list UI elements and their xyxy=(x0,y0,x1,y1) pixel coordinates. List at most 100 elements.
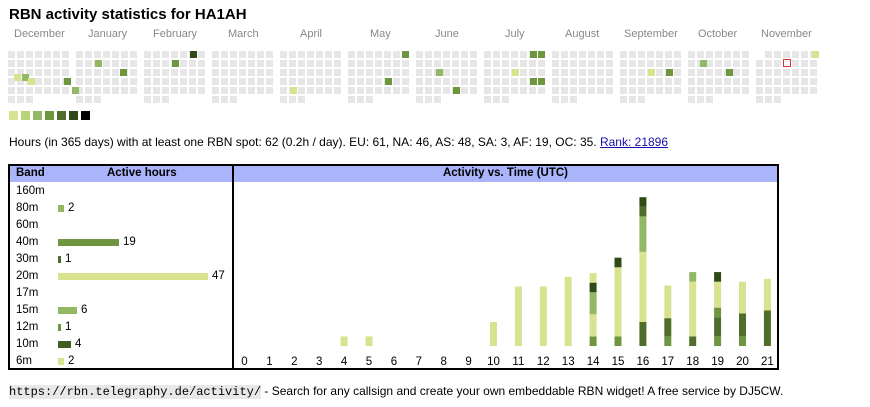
heatmap-day xyxy=(221,51,228,58)
heatmap-day xyxy=(620,51,627,58)
heatmap-day xyxy=(502,87,509,94)
legend-swatch xyxy=(69,111,78,120)
hour-tick-label: 21 xyxy=(761,356,774,368)
heatmap-day xyxy=(792,69,799,76)
heatmap-day xyxy=(248,60,255,67)
heatmap-day xyxy=(8,60,15,67)
heatmap-day xyxy=(198,60,205,67)
heatmap-day xyxy=(597,78,604,85)
heatmap-day xyxy=(443,78,450,85)
heatmap-day xyxy=(425,87,432,94)
heatmap-day xyxy=(357,96,364,103)
heatmap-day xyxy=(597,51,604,58)
legend-swatch xyxy=(81,111,90,120)
activity-bar-segment xyxy=(763,310,771,346)
heatmap-day xyxy=(180,69,187,76)
heatmap-day xyxy=(606,78,613,85)
footer-url[interactable]: https://rbn.telegraphy.de/activity/ xyxy=(9,385,262,399)
heatmap-day xyxy=(425,96,432,103)
heatmap-day xyxy=(289,69,296,76)
heatmap-day xyxy=(76,87,83,94)
heatmap-day xyxy=(393,60,400,67)
heatmap-day xyxy=(198,69,205,76)
band-name: 10m xyxy=(16,338,39,350)
heatmap-day-active xyxy=(72,87,79,94)
heatmap-day xyxy=(552,69,559,76)
rank-link[interactable]: Rank: 21896 xyxy=(599,135,669,149)
summary-text: Hours (in 365 days) with at least one RB… xyxy=(9,135,597,149)
legend-swatch xyxy=(57,111,66,120)
heatmap-day xyxy=(85,87,92,94)
activity-chart-svg: 01234567891011121314151617181920212223 xyxy=(241,197,774,368)
heatmap-day xyxy=(384,51,391,58)
heatmap-day xyxy=(774,51,781,58)
heatmap-day xyxy=(801,69,808,76)
legend-swatch xyxy=(9,111,18,120)
band-name: 80m xyxy=(16,202,39,214)
heatmap-day xyxy=(26,60,33,67)
heatmap-day xyxy=(792,51,799,58)
heatmap-day xyxy=(366,78,373,85)
heatmap-day xyxy=(697,60,704,67)
band-hours-bar xyxy=(58,256,61,263)
heatmap-day xyxy=(239,78,246,85)
band-name: 6m xyxy=(16,355,32,367)
heatmap-day xyxy=(8,51,15,58)
heatmap-day xyxy=(357,51,364,58)
heatmap-day xyxy=(266,51,273,58)
heatmap-day-active xyxy=(436,69,443,76)
month-label-november: November xyxy=(761,28,812,40)
heatmap-day-active xyxy=(700,60,707,67)
heatmap-day xyxy=(189,60,196,67)
heatmap-day xyxy=(742,60,749,67)
heatmap-day xyxy=(384,87,391,94)
heatmap-day xyxy=(484,60,491,67)
heatmap-day xyxy=(153,87,160,94)
heatmap-day xyxy=(348,78,355,85)
activity-bar-segment xyxy=(639,322,647,346)
heatmap-day xyxy=(511,78,518,85)
heatmap-day xyxy=(212,78,219,85)
month-label-july: July xyxy=(505,28,525,40)
heatmap-day xyxy=(53,51,60,58)
activity-bar-segment xyxy=(639,216,647,252)
heatmap-day xyxy=(316,69,323,76)
heatmap-day xyxy=(765,60,772,67)
band-row: 12m 1 xyxy=(10,319,232,336)
heatmap-day xyxy=(629,78,636,85)
heatmap-day xyxy=(470,51,477,58)
heatmap-day xyxy=(248,69,255,76)
heatmap-day xyxy=(26,96,33,103)
heatmap-day xyxy=(774,60,781,67)
heatmap-day xyxy=(112,69,119,76)
band-name: 15m xyxy=(16,304,39,316)
heatmap-day xyxy=(257,60,264,67)
heatmap-day xyxy=(17,96,24,103)
heatmap-day xyxy=(810,87,817,94)
heatmap-day xyxy=(334,78,341,85)
month-label-may: May xyxy=(370,28,391,40)
hour-tick-label: 10 xyxy=(487,356,500,368)
heatmap-day xyxy=(26,51,33,58)
heatmap-day xyxy=(121,78,128,85)
activity-bar-segment xyxy=(714,272,722,282)
heatmap-day xyxy=(35,69,42,76)
heatmap-day xyxy=(298,87,305,94)
band-name: 17m xyxy=(16,287,39,299)
heatmap-day xyxy=(638,60,645,67)
heatmap-day xyxy=(289,78,296,85)
activity-bar-segment xyxy=(340,336,348,346)
heatmap-day xyxy=(144,51,151,58)
band-row: 17m xyxy=(10,285,232,302)
heatmap-day xyxy=(688,69,695,76)
heatmap-day xyxy=(674,60,681,67)
heatmap-day xyxy=(552,60,559,67)
heatmap-day xyxy=(348,96,355,103)
heatmap-day xyxy=(280,60,287,67)
heatmap-day xyxy=(470,87,477,94)
heatmap-day xyxy=(366,60,373,67)
heatmap-day xyxy=(94,87,101,94)
band-hours-bar xyxy=(58,239,119,246)
heatmap-day xyxy=(130,87,137,94)
heatmap-day xyxy=(638,96,645,103)
